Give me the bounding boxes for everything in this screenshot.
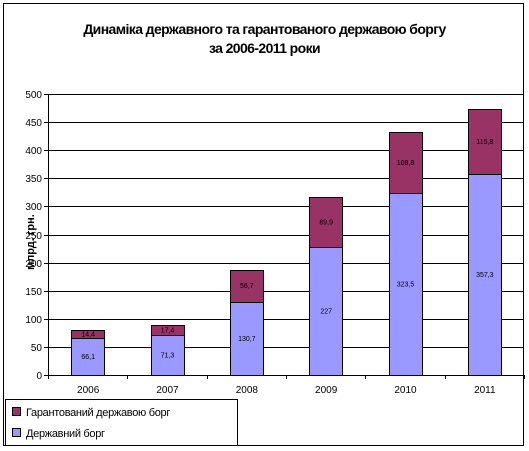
data-label-2009-series-0: 227 bbox=[320, 309, 332, 316]
data-label-2008-series-0: 130,7 bbox=[238, 336, 256, 343]
bar-2008-series-1 bbox=[230, 270, 264, 303]
bar-2009-series-1 bbox=[309, 197, 343, 248]
y-tick-label-50: 50 bbox=[31, 343, 43, 354]
bar-2011-series-1 bbox=[468, 109, 502, 175]
y-tick-label-450: 450 bbox=[25, 118, 42, 129]
x-tick-label-2007: 2007 bbox=[156, 385, 179, 396]
x-tick-label-2011: 2011 bbox=[474, 385, 496, 396]
bar-2007-series-0 bbox=[151, 335, 185, 376]
data-label-2006-series-1: 14,4 bbox=[81, 331, 95, 338]
y-tick-label-350: 350 bbox=[25, 174, 42, 185]
x-tick-label-2006: 2006 bbox=[77, 385, 100, 396]
x-tick-label-2008: 2008 bbox=[236, 385, 259, 396]
x-tick-label-2009: 2009 bbox=[315, 385, 338, 396]
legend-swatch-state-debt bbox=[12, 428, 21, 437]
bar-2006-series-0 bbox=[71, 338, 105, 376]
y-tick-label-100: 100 bbox=[25, 315, 42, 326]
legend-label-state-debt: Державний борг bbox=[26, 428, 105, 440]
chart-title-line-1: Динаміка державного та гарантованого дер… bbox=[83, 21, 446, 37]
y-tick-label-200: 200 bbox=[25, 259, 42, 270]
y-tick-label-0: 0 bbox=[36, 371, 42, 382]
data-label-2008-series-1: 56,7 bbox=[240, 283, 254, 290]
data-label-2011-series-1: 115,8 bbox=[476, 139, 493, 146]
bar-2007-series-1 bbox=[151, 325, 185, 336]
y-tick-label-300: 300 bbox=[25, 202, 42, 213]
legend-item-state-debt: Державний борг bbox=[12, 428, 105, 442]
bar-2010-series-1 bbox=[389, 132, 423, 194]
bar-2006-series-1 bbox=[71, 330, 105, 339]
legend: Гарантований державою борг Державний бор… bbox=[5, 399, 238, 446]
bar-2009-series-0 bbox=[309, 247, 343, 376]
y-tick-label-250: 250 bbox=[25, 231, 42, 242]
y-tick-label-500: 500 bbox=[25, 90, 42, 101]
data-label-2006-series-0: 66,1 bbox=[81, 354, 95, 361]
chart-title-line-2: за 2006-2011 роки bbox=[208, 40, 321, 56]
y-tick-label-150: 150 bbox=[25, 287, 42, 298]
x-tick-label-2010: 2010 bbox=[394, 385, 417, 396]
data-label-2010-series-0: 323,5 bbox=[397, 282, 415, 289]
data-label-2007-series-1: 17,4 bbox=[161, 328, 175, 335]
data-label-2011-series-0: 357,3 bbox=[476, 272, 494, 279]
data-label-2009-series-1: 89,9 bbox=[319, 220, 333, 227]
legend-swatch-guaranteed-debt bbox=[12, 407, 21, 416]
bar-2008-series-0 bbox=[230, 302, 264, 376]
legend-label-guaranteed-debt: Гарантований державою борг bbox=[26, 407, 171, 419]
bar-2010-series-0 bbox=[389, 193, 423, 376]
data-label-2010-series-1: 108,8 bbox=[397, 160, 415, 167]
chart-title: Динаміка державного та гарантованого дер… bbox=[0, 20, 529, 58]
bar-2011-series-0 bbox=[468, 174, 502, 376]
legend-item-guaranteed-debt: Гарантований державою борг bbox=[12, 407, 170, 421]
y-tick-label-400: 400 bbox=[25, 146, 42, 157]
data-label-2007-series-0: 71,3 bbox=[161, 352, 175, 359]
